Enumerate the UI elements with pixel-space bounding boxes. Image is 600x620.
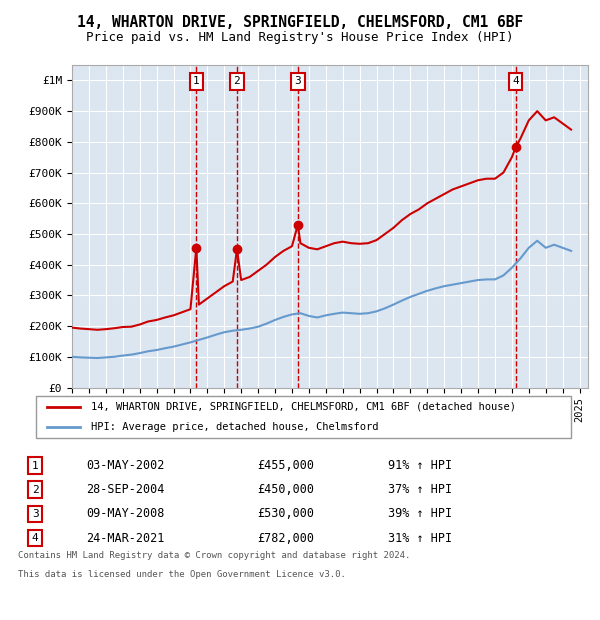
Text: 2: 2 bbox=[233, 76, 241, 86]
Text: 3: 3 bbox=[295, 76, 301, 86]
Text: 3: 3 bbox=[32, 509, 38, 519]
Text: HPI: Average price, detached house, Chelmsford: HPI: Average price, detached house, Chel… bbox=[91, 422, 378, 432]
Text: 37% ↑ HPI: 37% ↑ HPI bbox=[389, 484, 452, 496]
Text: 14, WHARTON DRIVE, SPRINGFIELD, CHELMSFORD, CM1 6BF (detached house): 14, WHARTON DRIVE, SPRINGFIELD, CHELMSFO… bbox=[91, 402, 516, 412]
FancyBboxPatch shape bbox=[35, 396, 571, 438]
Text: 28-SEP-2004: 28-SEP-2004 bbox=[86, 484, 165, 496]
Text: This data is licensed under the Open Government Licence v3.0.: This data is licensed under the Open Gov… bbox=[18, 570, 346, 579]
Text: 14, WHARTON DRIVE, SPRINGFIELD, CHELMSFORD, CM1 6BF: 14, WHARTON DRIVE, SPRINGFIELD, CHELMSFO… bbox=[77, 15, 523, 30]
Text: 2: 2 bbox=[32, 485, 38, 495]
Text: 1: 1 bbox=[32, 461, 38, 471]
Text: Contains HM Land Registry data © Crown copyright and database right 2024.: Contains HM Land Registry data © Crown c… bbox=[18, 551, 410, 560]
Text: 1: 1 bbox=[193, 76, 200, 86]
Text: £450,000: £450,000 bbox=[257, 484, 314, 496]
Text: 31% ↑ HPI: 31% ↑ HPI bbox=[389, 531, 452, 544]
Text: 03-MAY-2002: 03-MAY-2002 bbox=[86, 459, 165, 472]
Text: 24-MAR-2021: 24-MAR-2021 bbox=[86, 531, 165, 544]
Text: £782,000: £782,000 bbox=[257, 531, 314, 544]
Text: 91% ↑ HPI: 91% ↑ HPI bbox=[389, 459, 452, 472]
Text: Price paid vs. HM Land Registry's House Price Index (HPI): Price paid vs. HM Land Registry's House … bbox=[86, 31, 514, 44]
Text: £530,000: £530,000 bbox=[257, 507, 314, 520]
Text: £455,000: £455,000 bbox=[257, 459, 314, 472]
Text: 4: 4 bbox=[512, 76, 519, 86]
Text: 09-MAY-2008: 09-MAY-2008 bbox=[86, 507, 165, 520]
Text: 39% ↑ HPI: 39% ↑ HPI bbox=[389, 507, 452, 520]
Text: 4: 4 bbox=[32, 533, 38, 543]
